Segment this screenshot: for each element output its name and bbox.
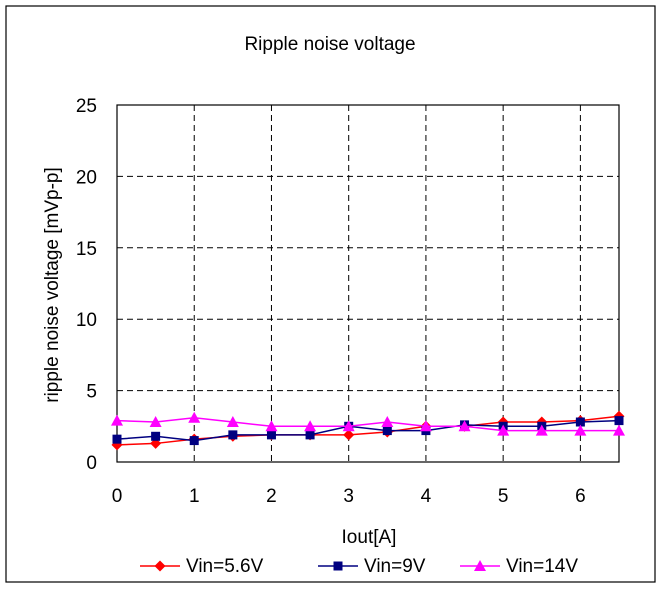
x-tick-label: 1 — [189, 486, 200, 507]
data-point — [226, 416, 239, 428]
data-point — [613, 424, 625, 436]
legend-marker — [154, 560, 166, 572]
series-line — [116, 419, 620, 442]
data-point — [342, 420, 355, 432]
data-point — [458, 420, 471, 432]
data-point — [343, 429, 355, 441]
series-layer — [111, 410, 625, 451]
plot-area — [116, 104, 620, 463]
x-tick-label: 6 — [575, 486, 586, 507]
data-point — [149, 416, 162, 428]
data-point — [266, 430, 276, 440]
data-point — [419, 420, 432, 432]
x-tick-label: 3 — [343, 486, 354, 507]
y-tick-label: 5 — [86, 382, 97, 403]
series-line — [116, 415, 620, 446]
data-point — [151, 431, 161, 441]
data-point — [188, 411, 201, 423]
y-tick-label: 25 — [76, 96, 97, 117]
data-point — [265, 420, 278, 432]
chart-border — [5, 5, 656, 583]
data-point — [381, 416, 394, 428]
legend-marker — [474, 560, 486, 571]
data-point — [112, 434, 122, 444]
x-tick-label: 4 — [421, 486, 432, 507]
data-point — [189, 436, 199, 446]
legend-label: Vin=9V — [364, 556, 426, 577]
x-tick-label: 0 — [112, 486, 123, 507]
data-point — [535, 424, 548, 436]
data-point — [574, 424, 587, 436]
y-axis-label: ripple noise voltage [mVp-p] — [42, 167, 63, 403]
legend-marker — [333, 561, 343, 571]
y-tick-label: 0 — [86, 453, 97, 474]
data-point — [304, 420, 317, 432]
x-tick-label: 5 — [498, 486, 509, 507]
data-point — [575, 417, 585, 427]
data-point — [614, 416, 624, 426]
data-point — [382, 426, 392, 436]
y-tick-label: 10 — [76, 310, 97, 331]
legend-label: Vin=5.6V — [186, 556, 264, 577]
data-point — [111, 414, 123, 426]
chart-title: Ripple noise voltage — [244, 34, 415, 55]
series-Vin=14V — [111, 411, 625, 436]
data-point — [228, 430, 238, 440]
series-line — [116, 416, 619, 432]
grid-lines — [117, 105, 619, 462]
legend: Vin=5.6V Vin=9V Vin=14V — [140, 556, 578, 577]
x-axis-label: Iout[A] — [342, 527, 397, 548]
x-tick-label: 2 — [266, 486, 277, 507]
tick-labels: 0 5 10 15 20 25 0 1 2 3 4 5 6 — [76, 96, 586, 507]
legend-label: Vin=14V — [506, 556, 578, 577]
data-point — [305, 430, 315, 440]
y-tick-label: 20 — [76, 167, 97, 188]
y-tick-label: 15 — [76, 239, 97, 260]
data-point — [497, 424, 510, 436]
